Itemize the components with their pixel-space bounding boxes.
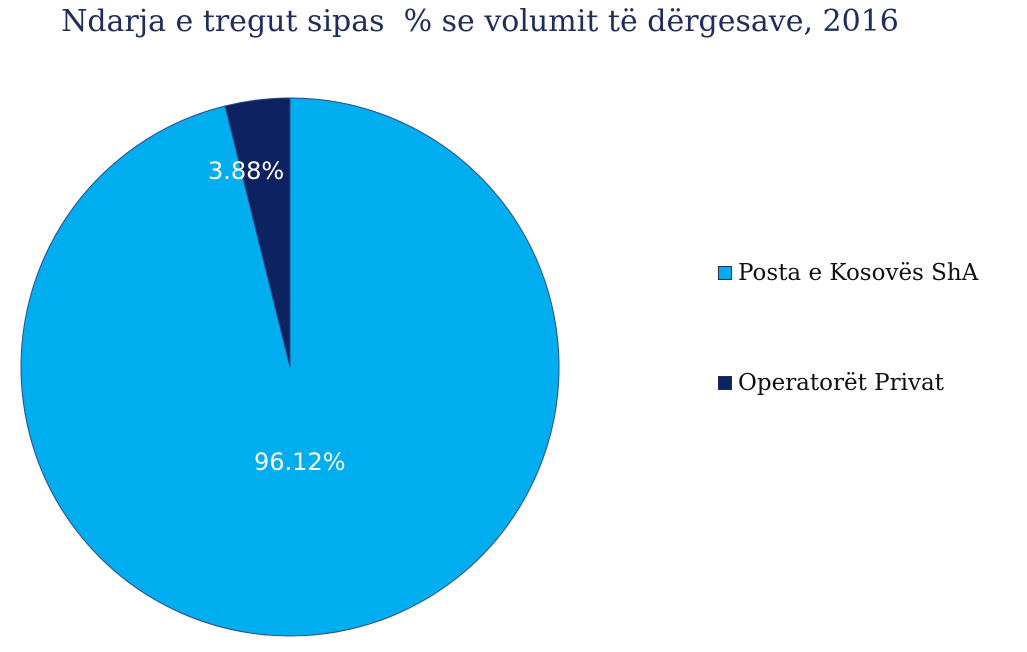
slice-label-1: 3.88% bbox=[208, 157, 284, 185]
slice-label-0: 96.12% bbox=[254, 448, 346, 476]
legend: Posta e Kosovës ShA Operatorët Privat bbox=[718, 258, 978, 478]
legend-item-posta: Posta e Kosovës ShA bbox=[718, 258, 978, 288]
legend-label-posta: Posta e Kosovës ShA bbox=[738, 260, 979, 286]
chart-title: Ndarja e tregut sipas % se volumit të dë… bbox=[61, 4, 899, 39]
legend-swatch-posta bbox=[718, 266, 732, 280]
legend-swatch-operatoret bbox=[718, 376, 732, 390]
pie-slice-1 bbox=[224, 97, 291, 368]
legend-label-operatoret: Operatorët Privat bbox=[738, 370, 944, 396]
pie-labels: 96.12% 3.88% bbox=[208, 157, 346, 476]
legend-item-operatoret: Operatorët Privat bbox=[718, 368, 978, 398]
pie-slices bbox=[20, 97, 560, 637]
